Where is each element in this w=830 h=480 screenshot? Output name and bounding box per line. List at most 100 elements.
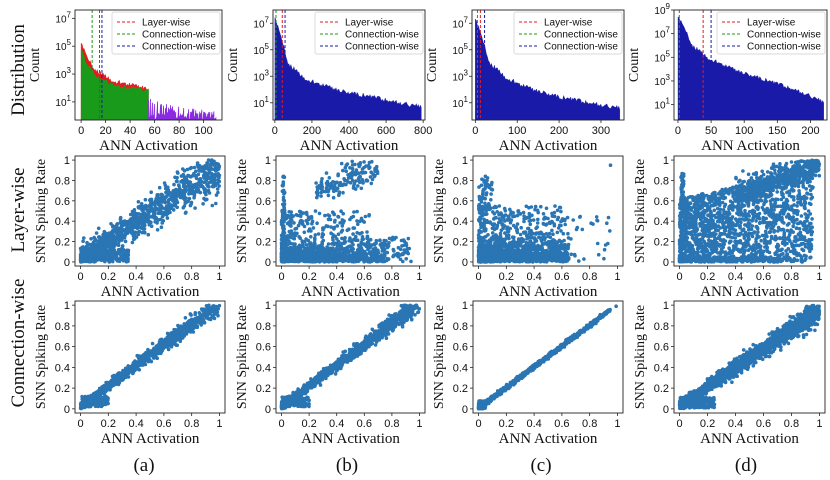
scatter-point: [160, 221, 164, 225]
scatter-point: [143, 197, 148, 202]
scatter-point: [477, 245, 482, 249]
scatter-point: [341, 190, 345, 195]
scatter-point: [311, 226, 316, 230]
scatter-point: [497, 213, 501, 217]
x-tick-label: 0: [675, 125, 681, 137]
scatter-point: [84, 250, 89, 254]
scatter-point: [490, 187, 494, 192]
x-axis-label: ANN Activation: [499, 138, 598, 154]
scatter-point: [147, 209, 152, 214]
scatter-point: [292, 221, 296, 225]
scatter-point: [204, 179, 208, 183]
scatter-point: [115, 237, 119, 242]
scatter-point: [544, 216, 548, 220]
scatter-point: [96, 235, 101, 239]
y-tick-label: 0.2: [55, 237, 70, 249]
scatter-point: [351, 232, 355, 236]
scatter-point: [519, 225, 523, 230]
scatter-point: [515, 259, 519, 264]
scatter-point: [335, 224, 340, 228]
scatter-point: [403, 242, 408, 247]
scatter-point: [551, 247, 555, 251]
scatter-point: [509, 210, 513, 214]
scatter-point: [288, 219, 292, 224]
legend-entry: Layer-wise: [544, 18, 593, 29]
y-tick-label: 109: [654, 2, 670, 17]
caption-c: (c): [530, 455, 551, 476]
caption-d: (d): [735, 455, 757, 476]
scatter-point: [121, 254, 125, 259]
scatter-point: [113, 254, 117, 259]
y-tick-label: 101: [55, 94, 71, 109]
scatter-point: [282, 238, 287, 243]
x-tick-label: 0.2: [101, 271, 116, 283]
y-tick-label: 103: [55, 66, 71, 81]
scatter-point: [336, 214, 340, 219]
scatter-point: [535, 259, 539, 264]
x-tick-label: 0: [272, 125, 278, 137]
scatter-point: [488, 240, 493, 245]
scatter-point: [371, 255, 376, 259]
scatter-point: [533, 204, 538, 209]
scatter-point: [555, 208, 560, 213]
scatter-point: [512, 259, 517, 264]
scatter-point: [335, 186, 340, 191]
scatter-point: [122, 257, 126, 262]
scatter-point: [328, 246, 333, 251]
scatter-point: [174, 196, 178, 201]
scatter-point: [341, 168, 345, 173]
x-tick-label: 0.6: [357, 271, 372, 283]
x-tick-label: 0.2: [301, 271, 316, 283]
x-axis-label: ANN Activation: [301, 284, 400, 300]
scatter-point: [297, 235, 301, 239]
scatter-point: [149, 220, 153, 225]
scatter-point: [89, 237, 93, 241]
scatter-point: [343, 165, 348, 170]
scatter-point: [319, 259, 323, 263]
scatter-point: [110, 244, 114, 248]
scatter-point: [128, 212, 133, 217]
scatter-point: [85, 240, 89, 245]
scatter-point: [320, 185, 325, 189]
scatter-point: [492, 216, 497, 220]
x-tick-label: 0: [278, 271, 284, 283]
scatter-point: [321, 253, 326, 258]
y-axis-label: SNN Spiking Rate: [34, 159, 49, 263]
scatter-point: [559, 240, 563, 244]
scatter-point: [556, 215, 561, 220]
scatter-point: [288, 222, 293, 226]
scatter-point: [329, 255, 333, 260]
scatter-point: [324, 224, 329, 228]
scatter-point: [316, 232, 321, 236]
scatter-point: [96, 226, 101, 231]
scatter-point: [296, 255, 301, 260]
y-tick-label: 107: [253, 15, 269, 30]
scatter-point: [477, 202, 482, 207]
scatter-point: [142, 221, 147, 226]
scatter-point: [511, 223, 516, 228]
legend-entry: Layer-wise: [345, 18, 394, 29]
scatter-point: [286, 259, 291, 264]
scatter-point: [571, 218, 575, 222]
scatter-point: [536, 248, 540, 253]
scatter-point: [316, 191, 320, 195]
scatter-point: [555, 240, 559, 244]
scatter-point: [504, 247, 509, 252]
scatter-point: [304, 237, 308, 241]
scatter-point: [82, 236, 86, 240]
y-axis-label: Count: [28, 48, 43, 82]
scatter-point: [479, 183, 484, 188]
scatter-point: [159, 225, 164, 229]
scatter-point: [488, 220, 492, 224]
x-tick-label: 0.8: [384, 271, 399, 283]
scatter-point: [537, 231, 541, 235]
scatter-point: [363, 214, 368, 219]
x-tick-label: 60: [149, 125, 161, 137]
scatter-point: [569, 237, 573, 241]
scatter-point: [483, 207, 488, 211]
bar-series-connection_wise: [677, 16, 824, 120]
scatter-point: [356, 184, 360, 188]
scatter-point: [341, 211, 346, 216]
